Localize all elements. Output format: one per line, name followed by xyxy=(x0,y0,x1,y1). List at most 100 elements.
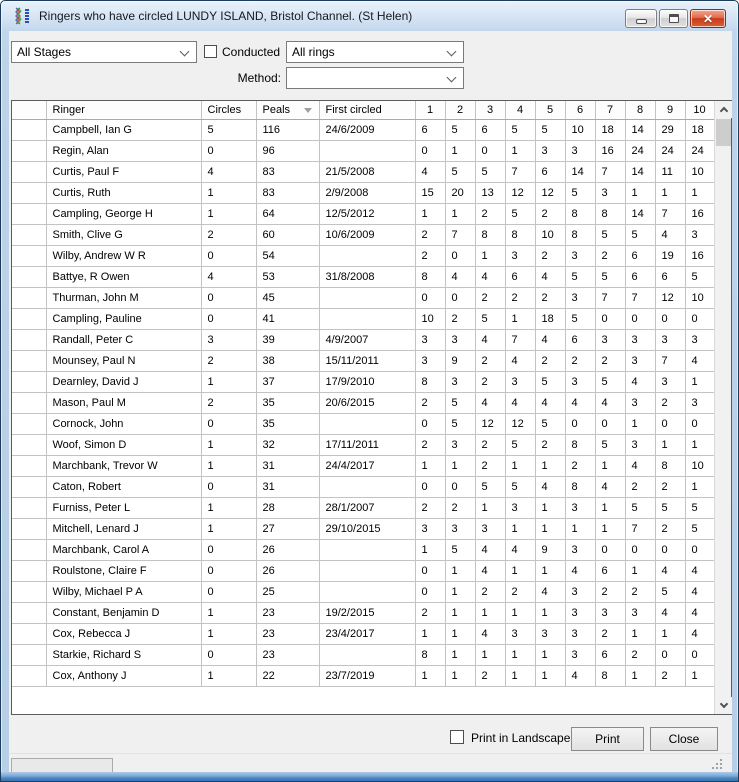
table-cell[interactable]: 16 xyxy=(595,140,626,162)
table-cell[interactable]: 1 xyxy=(415,665,446,687)
table-cell[interactable] xyxy=(319,140,416,162)
table-cell[interactable]: 3 xyxy=(445,371,476,393)
table-cell[interactable]: 1 xyxy=(505,518,536,540)
table-cell[interactable]: 5 xyxy=(505,203,536,225)
table-cell[interactable]: 3 xyxy=(565,581,596,603)
table-cell[interactable]: 1 xyxy=(475,644,506,666)
table-cell[interactable]: 5 xyxy=(475,308,506,330)
table-cell[interactable]: 2 xyxy=(655,665,686,687)
table-cell[interactable]: 3 xyxy=(445,329,476,351)
table-cell[interactable]: 0 xyxy=(655,308,686,330)
table-cell[interactable]: 38 xyxy=(256,350,320,372)
table-cell[interactable]: 5 xyxy=(595,266,626,288)
row-selector-cell[interactable] xyxy=(12,182,47,204)
table-cell[interactable]: Mitchell, Lenard J xyxy=(46,518,202,540)
table-cell[interactable]: 8 xyxy=(655,455,686,477)
table-cell[interactable]: 3 xyxy=(445,518,476,540)
column-header-6[interactable]: 6 xyxy=(565,101,596,120)
table-cell[interactable]: 14 xyxy=(625,161,656,183)
table-cell[interactable]: 2 xyxy=(595,245,626,267)
table-cell[interactable]: 8 xyxy=(505,224,536,246)
table-cell[interactable]: 5 xyxy=(475,476,506,498)
table-cell[interactable]: 1 xyxy=(685,182,715,204)
table-cell[interactable]: 0 xyxy=(415,413,446,435)
table-cell[interactable]: 8 xyxy=(565,203,596,225)
table-cell[interactable]: 4 xyxy=(655,224,686,246)
table-cell[interactable]: 1 xyxy=(445,140,476,162)
table-cell[interactable]: 8 xyxy=(595,203,626,225)
method-select[interactable] xyxy=(286,67,464,89)
row-selector-cell[interactable] xyxy=(12,539,47,561)
table-cell[interactable] xyxy=(319,560,416,582)
table-cell[interactable]: 12 xyxy=(475,413,506,435)
table-cell[interactable]: 0 xyxy=(655,644,686,666)
table-cell[interactable]: 4 xyxy=(415,161,446,183)
table-cell[interactable]: Roulstone, Claire F xyxy=(46,560,202,582)
column-header-3[interactable]: 3 xyxy=(475,101,506,120)
table-cell[interactable]: 3 xyxy=(595,329,626,351)
table-cell[interactable]: 4 xyxy=(475,392,506,414)
table-cell[interactable]: 9 xyxy=(445,350,476,372)
table-cell[interactable]: 10 xyxy=(565,119,596,141)
table-cell[interactable]: 3 xyxy=(655,371,686,393)
table-cell[interactable]: 4 xyxy=(565,392,596,414)
table-cell[interactable]: 0 xyxy=(415,476,446,498)
table-cell[interactable]: 14 xyxy=(625,203,656,225)
table-cell[interactable]: 5 xyxy=(595,434,626,456)
table-cell[interactable]: 0 xyxy=(201,245,257,267)
table-cell[interactable]: 1 xyxy=(505,140,536,162)
table-cell[interactable]: 4 xyxy=(475,560,506,582)
table-cell[interactable]: 4 xyxy=(535,266,566,288)
table-cell[interactable]: 1 xyxy=(685,665,715,687)
table-cell[interactable]: 3 xyxy=(685,392,715,414)
table-cell[interactable]: 15/11/2011 xyxy=(319,350,416,372)
row-selector-cell[interactable] xyxy=(12,665,47,687)
table-cell[interactable]: 2 xyxy=(475,287,506,309)
row-selector-cell[interactable] xyxy=(12,224,47,246)
table-cell[interactable]: 1 xyxy=(595,518,626,540)
table-cell[interactable]: 4 xyxy=(505,392,536,414)
table-cell[interactable]: 3 xyxy=(625,329,656,351)
table-cell[interactable]: 35 xyxy=(256,392,320,414)
table-cell[interactable]: 23/7/2019 xyxy=(319,665,416,687)
table-cell[interactable]: 1 xyxy=(505,560,536,582)
row-selector-cell[interactable] xyxy=(12,287,47,309)
conducted-checkbox[interactable] xyxy=(204,45,217,58)
table-cell[interactable]: 3 xyxy=(565,245,596,267)
table-cell[interactable]: Caton, Robert xyxy=(46,476,202,498)
table-cell[interactable]: 2 xyxy=(655,518,686,540)
table-cell[interactable]: 2 xyxy=(565,455,596,477)
table-cell[interactable]: 3 xyxy=(415,350,446,372)
table-cell[interactable]: 22 xyxy=(256,665,320,687)
scroll-down-button[interactable] xyxy=(715,697,732,714)
table-cell[interactable]: 3 xyxy=(415,518,446,540)
table-cell[interactable]: 3 xyxy=(565,623,596,645)
table-cell[interactable]: 25 xyxy=(256,581,320,603)
table-cell[interactable]: Marchbank, Carol A xyxy=(46,539,202,561)
table-cell[interactable]: 6 xyxy=(625,266,656,288)
table-cell[interactable]: 7 xyxy=(505,161,536,183)
row-selector-cell[interactable] xyxy=(12,476,47,498)
column-header-4[interactable]: 4 xyxy=(505,101,536,120)
table-cell[interactable]: 2 xyxy=(415,245,446,267)
table-cell[interactable]: 0 xyxy=(201,140,257,162)
table-cell[interactable]: 3 xyxy=(445,434,476,456)
table-cell[interactable]: Regin, Alan xyxy=(46,140,202,162)
table-cell[interactable]: 16 xyxy=(685,245,715,267)
table-cell[interactable]: 10 xyxy=(685,455,715,477)
table-cell[interactable]: 1 xyxy=(565,518,596,540)
table-cell[interactable]: 1 xyxy=(445,203,476,225)
row-selector-cell[interactable] xyxy=(12,434,47,456)
scroll-thumb[interactable] xyxy=(716,119,731,146)
row-selector-cell[interactable] xyxy=(12,455,47,477)
table-cell[interactable]: 6 xyxy=(415,119,446,141)
table-cell[interactable]: 26 xyxy=(256,560,320,582)
table-cell[interactable]: 45 xyxy=(256,287,320,309)
table-cell[interactable]: 6 xyxy=(565,329,596,351)
table-cell[interactable]: 17/9/2010 xyxy=(319,371,416,393)
table-cell[interactable]: 2 xyxy=(595,581,626,603)
table-cell[interactable]: Campling, George H xyxy=(46,203,202,225)
table-cell[interactable]: 7 xyxy=(655,350,686,372)
table-cell[interactable]: 2 xyxy=(475,434,506,456)
table-cell[interactable]: 7 xyxy=(625,287,656,309)
